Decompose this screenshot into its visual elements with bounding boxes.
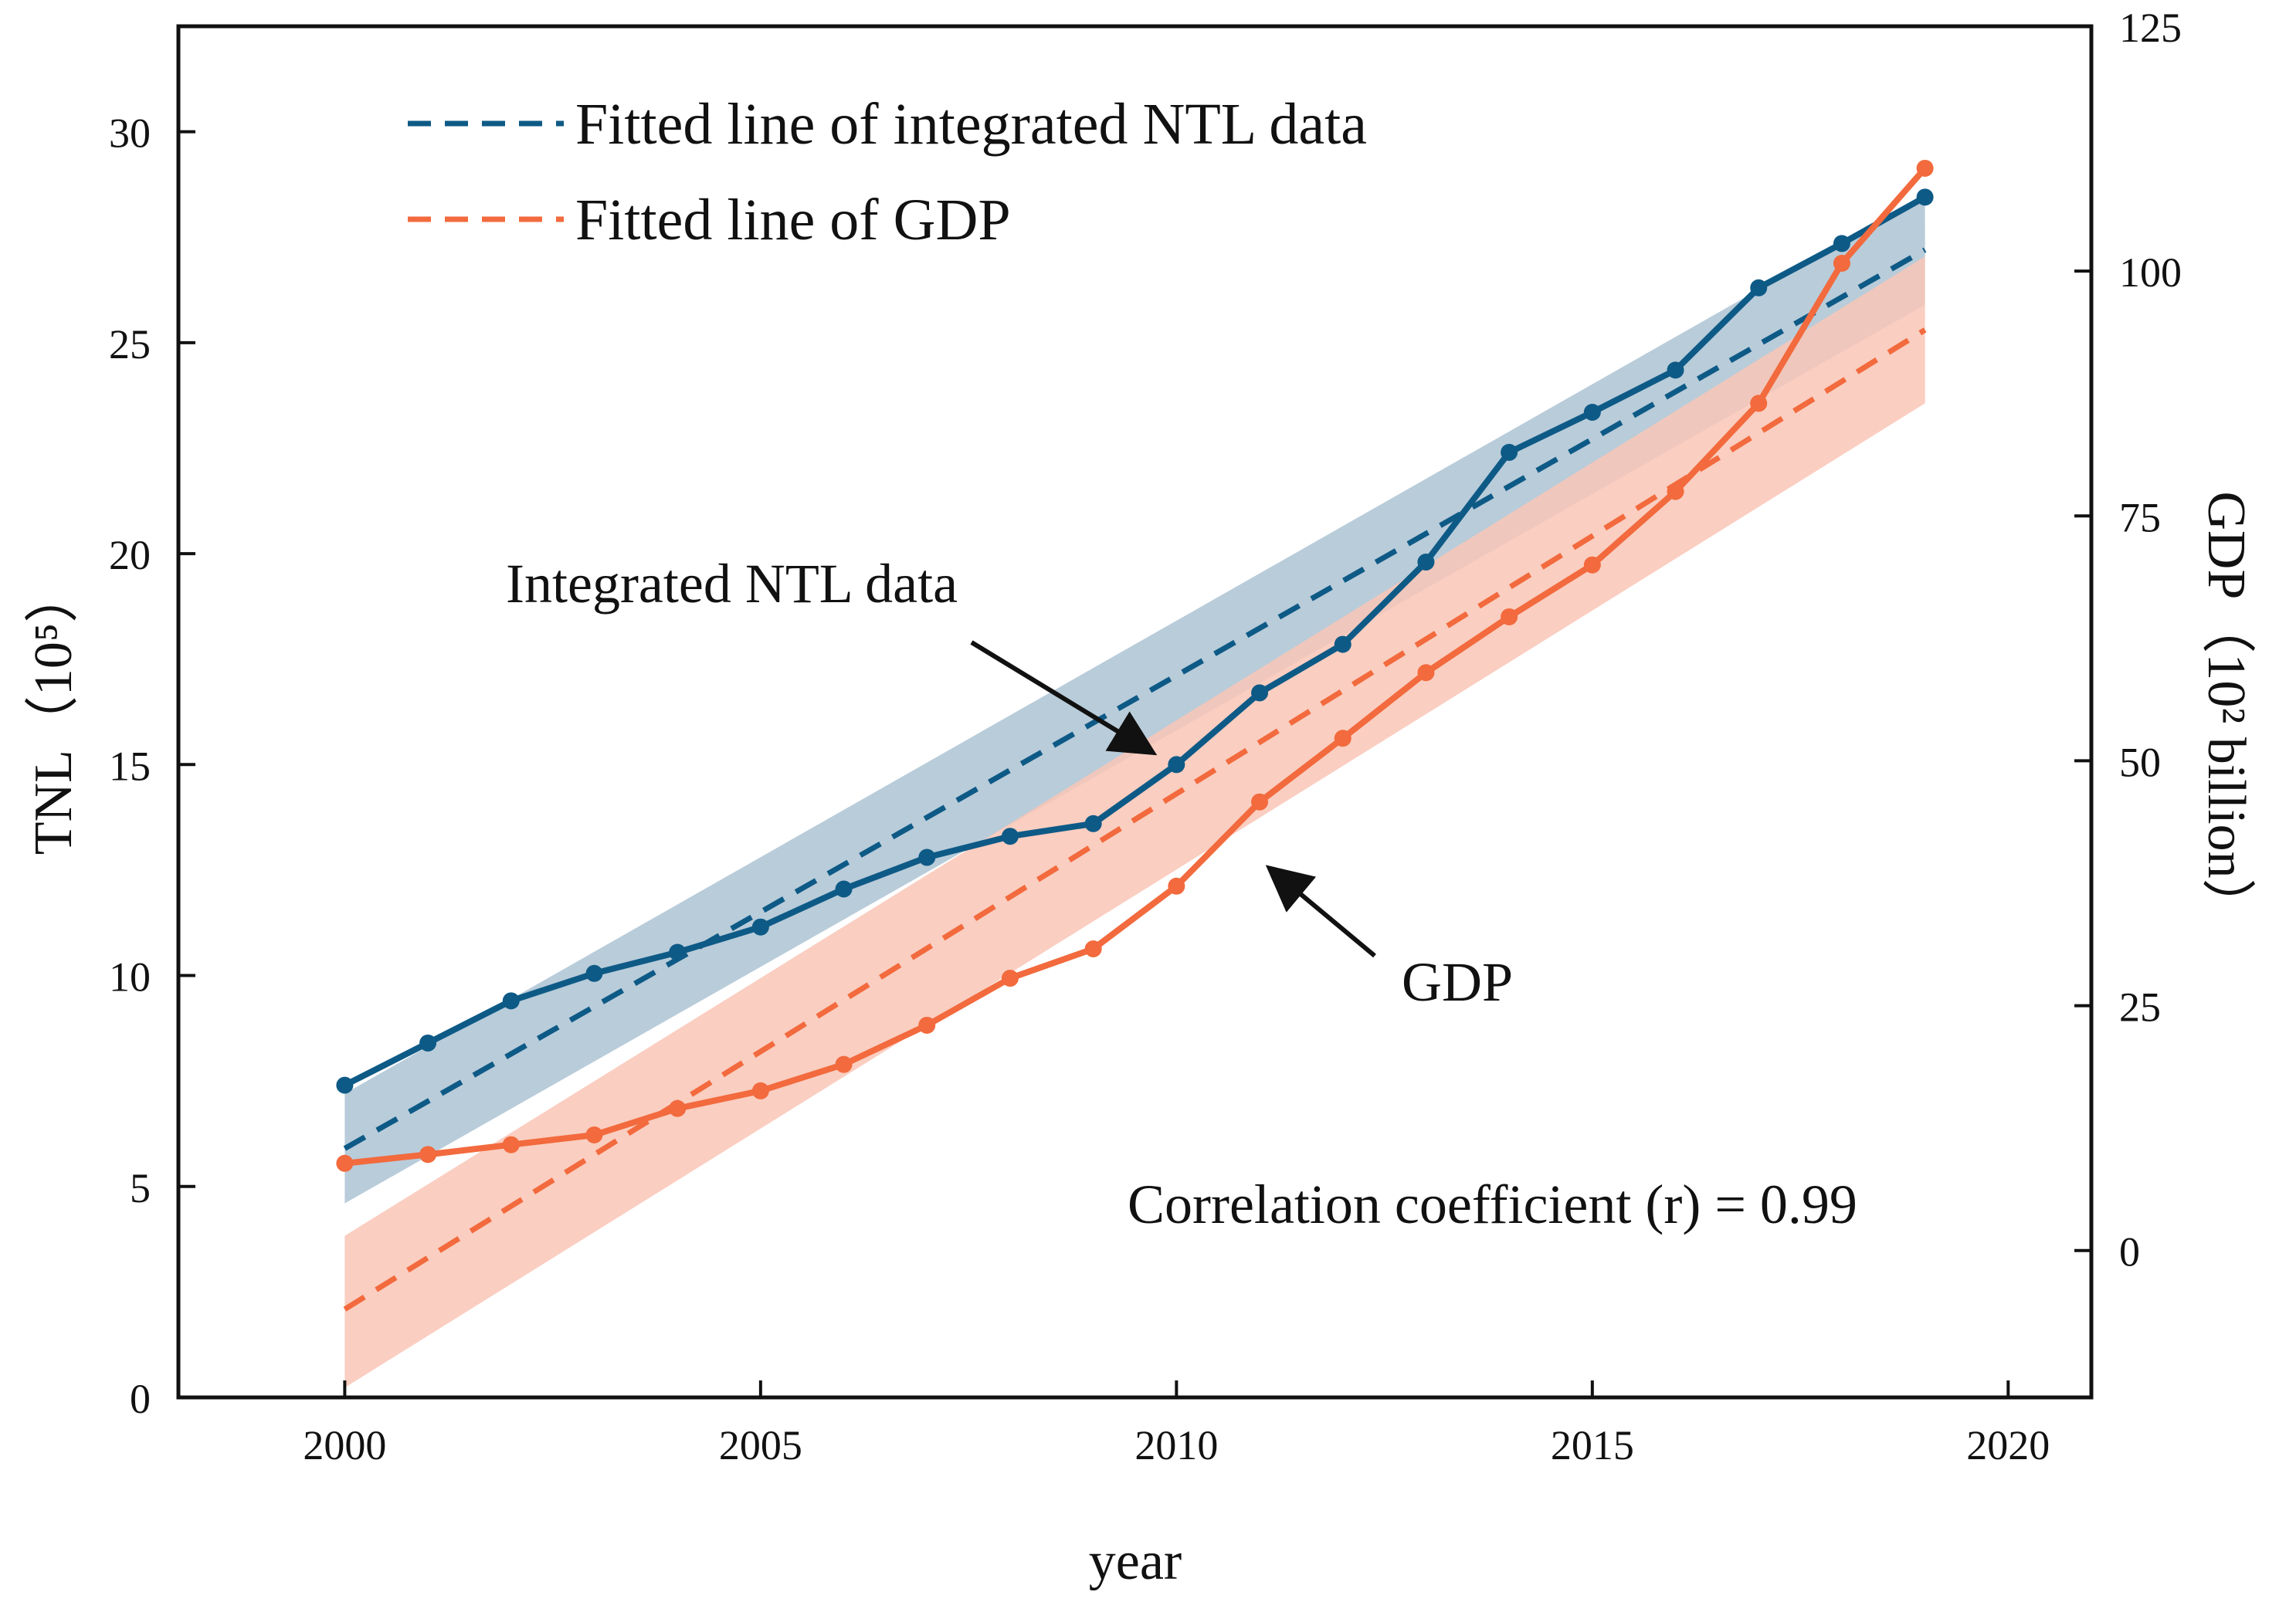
ntl-point	[502, 992, 520, 1010]
y-right-tick-label: 125	[2119, 5, 2182, 51]
gdp-point	[669, 1099, 687, 1117]
gdp-point	[1417, 664, 1435, 682]
ntl-point	[1916, 188, 1934, 206]
y-left-tick-label: 0	[130, 1376, 151, 1422]
y-right-tick-label: 50	[2119, 739, 2161, 785]
gdp-fitted-line	[343, 327, 1927, 1312]
gdp-point	[1251, 793, 1269, 811]
ntl-point	[419, 1034, 437, 1052]
ntl-point	[1501, 443, 1518, 461]
y-left-tick-label: 20	[109, 532, 151, 578]
gdp-point	[1001, 970, 1019, 987]
x-tick-label: 2010	[1134, 1422, 1218, 1468]
ntl-point	[1168, 756, 1185, 774]
data-points	[336, 159, 1934, 1172]
gdp-point	[1916, 159, 1934, 177]
y-left-axis-title: TNL（10⁵）	[24, 569, 83, 855]
x-tick-label: 2000	[303, 1422, 386, 1468]
y-right-tick-label: 25	[2119, 984, 2161, 1031]
ntl-point	[1001, 828, 1019, 845]
ntl-point	[918, 848, 936, 866]
gdp-point	[1168, 877, 1185, 895]
gdp-point	[1334, 730, 1351, 747]
y-right-axis-title: GDP（10² billion）	[2196, 491, 2256, 932]
annotation-ntl-arrow	[970, 640, 1158, 756]
gdp-point	[1750, 395, 1768, 412]
y-right-axis-ticks: 0 25 50 75 100 125	[2074, 5, 2182, 1275]
ntl-point	[1251, 684, 1269, 702]
annotation-gdp-arrow	[1265, 865, 1376, 958]
ntl-point	[1583, 404, 1601, 422]
gdp-point	[585, 1126, 603, 1144]
gdp-point	[1501, 608, 1518, 625]
ntl-point	[1417, 554, 1435, 571]
gdp-point	[419, 1146, 437, 1163]
gdp-point	[918, 1016, 936, 1034]
ntl-series-line	[343, 194, 1927, 1089]
ntl-point	[1084, 815, 1102, 832]
gdp-point	[1583, 556, 1601, 574]
gdp-point	[751, 1082, 769, 1099]
ntl-point	[669, 943, 687, 961]
y-left-tick-label: 30	[109, 110, 151, 157]
x-axis-ticks: 2000 2005 2010 2015 2020	[303, 1380, 2050, 1468]
gdp-point	[1833, 254, 1850, 272]
gdp-point	[1667, 483, 1684, 500]
gdp-point	[502, 1136, 520, 1153]
ntl-point	[751, 918, 769, 936]
annotation-gdp-label: GDP	[1402, 951, 1513, 1013]
fitted-lines	[343, 247, 1927, 1312]
y-left-tick-label: 25	[109, 321, 151, 367]
x-axis-title: year	[1089, 1532, 1182, 1591]
ntl-point	[1334, 635, 1351, 653]
ntl-point	[1750, 279, 1768, 296]
legend-label-ntl-fit: Fitted line of integrated NTL data	[575, 92, 1367, 157]
legend: Fitted line of integrated NTL data Fitte…	[408, 92, 1367, 252]
x-tick-label: 2005	[719, 1422, 802, 1468]
gdp-point	[1084, 940, 1102, 957]
ntl-point	[1667, 361, 1684, 379]
annotation-ntl-label: Integrated NTL data	[506, 553, 958, 615]
ntl-point	[585, 964, 603, 982]
ntl-point	[835, 880, 853, 898]
y-left-tick-label: 10	[109, 954, 151, 1001]
x-tick-label: 2020	[1966, 1422, 2050, 1468]
data-lines	[343, 166, 1928, 1167]
y-right-tick-label: 0	[2119, 1229, 2140, 1275]
plot-frame	[176, 24, 2094, 1400]
correlation-annotation: Correlation coefficient (r) = 0.99	[1128, 1174, 1857, 1235]
y-left-tick-label: 15	[109, 743, 151, 789]
ntl-point	[336, 1076, 354, 1094]
ntl-point	[1833, 235, 1850, 252]
legend-label-gdp-fit: Fitted line of GDP	[575, 188, 1011, 252]
y-left-tick-label: 5	[130, 1165, 151, 1211]
ntl-fitted-line	[343, 247, 1927, 1151]
y-right-tick-label: 100	[2119, 249, 2182, 296]
gdp-series-line	[344, 166, 1928, 1167]
gdp-point	[336, 1154, 354, 1172]
gdp-point	[835, 1055, 853, 1073]
y-left-axis-ticks: 0 5 10 15 20 25 30	[109, 110, 195, 1422]
x-tick-label: 2015	[1551, 1422, 1634, 1468]
y-right-tick-label: 75	[2119, 494, 2161, 540]
